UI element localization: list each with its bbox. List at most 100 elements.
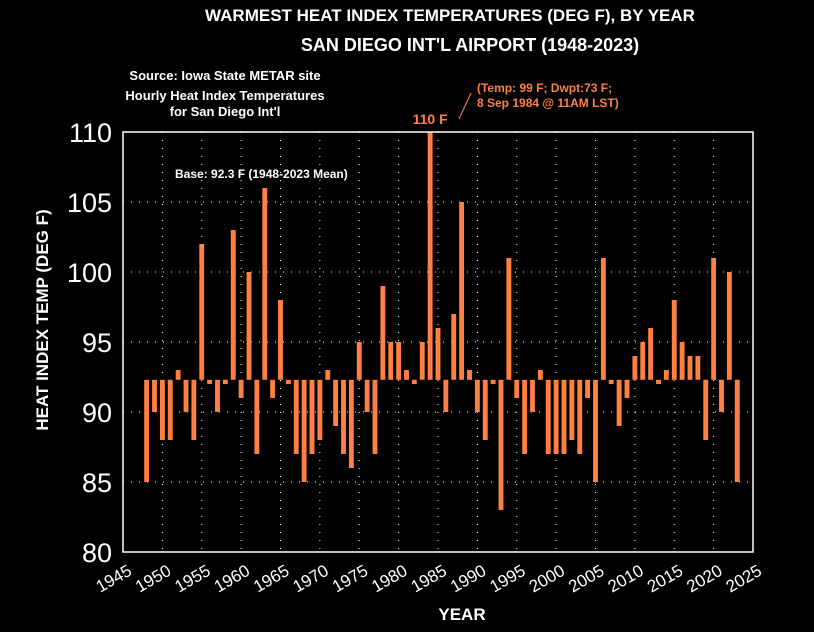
bar-1965 — [278, 300, 283, 380]
bar-1963 — [262, 188, 268, 380]
max-value-label: 110 F — [413, 111, 448, 127]
y-tick-label: 100 — [67, 258, 112, 288]
bar-1960 — [238, 379, 244, 398]
bar-1993 — [498, 379, 504, 510]
annotation-line-1: (Temp: 99 F; Dwpt:73 F; — [477, 81, 612, 95]
x-tick-label: 2000 — [526, 561, 568, 596]
plot-frame — [122, 131, 754, 553]
x-tick-label: 1985 — [408, 561, 450, 596]
source-line-3: for San Diego Int'l — [169, 104, 281, 119]
bar-1972 — [333, 379, 339, 426]
bar-2010 — [632, 356, 638, 380]
x-tick-label: 1950 — [132, 561, 174, 596]
y-tick-label: 105 — [67, 188, 112, 218]
bar-1975 — [356, 342, 362, 380]
bar-1986 — [443, 379, 449, 412]
annotation-leader — [458, 92, 472, 120]
bar-1999 — [545, 379, 551, 454]
bar-1995 — [514, 379, 520, 398]
bar-2020 — [711, 258, 717, 380]
chart-subtitle: SAN DIEGO INT'L AIRPORT (1948-2023) — [300, 35, 640, 55]
bar-1988 — [459, 202, 465, 380]
bar-1989 — [467, 370, 472, 380]
grid-lines — [123, 132, 753, 552]
bar-1974 — [348, 379, 354, 468]
bar-2006 — [600, 258, 606, 380]
bar-2023 — [734, 379, 740, 482]
bar-1987 — [451, 314, 457, 380]
bar-1968 — [301, 379, 307, 482]
bar-1981 — [404, 370, 409, 380]
x-tick-label: 1955 — [171, 561, 213, 596]
bar-1956 — [207, 379, 213, 384]
bar-1966 — [285, 379, 291, 384]
bar-1985 — [435, 328, 441, 380]
bar-2014 — [663, 370, 669, 380]
bar-2007 — [608, 379, 614, 384]
bar-1967 — [293, 379, 299, 454]
bar-2021 — [719, 379, 724, 412]
x-tick-label: 1970 — [290, 561, 332, 596]
bar-2022 — [726, 272, 732, 380]
bar-1971 — [325, 370, 331, 380]
bar-1984 — [427, 132, 433, 380]
bar-1961 — [246, 272, 252, 380]
bar-1950 — [159, 379, 165, 440]
x-tick-label: 1990 — [447, 561, 489, 596]
y-tick-label: 90 — [82, 398, 112, 428]
x-tick-label: 1995 — [486, 561, 528, 596]
bar-2009 — [624, 379, 630, 398]
bar-1990 — [474, 379, 480, 412]
annotation-line-2: 8 Sep 1984 @ 11AM LST) — [477, 96, 619, 110]
bar-1997 — [530, 379, 535, 412]
x-tick-label: 1980 — [368, 561, 410, 596]
bar-1977 — [372, 379, 378, 454]
bar-1962 — [254, 379, 260, 454]
y-tick-label: 80 — [82, 538, 112, 568]
bar-1969 — [309, 379, 315, 454]
source-line-1: Source: Iowa State METAR site — [129, 68, 321, 83]
y-axis-label: HEAT INDEX TEMP (DEG F) — [33, 209, 52, 430]
bar-2015 — [671, 300, 677, 380]
x-tick-label: 2025 — [723, 561, 765, 596]
bar-2005 — [593, 379, 598, 482]
bar-2002 — [569, 379, 575, 440]
bar-1994 — [506, 258, 512, 380]
bar-1996 — [522, 379, 528, 454]
bar-1958 — [222, 379, 228, 384]
x-tick-label: 2015 — [644, 561, 686, 596]
x-tick-label: 1965 — [250, 561, 292, 596]
bar-1970 — [317, 379, 323, 440]
x-tick-label: 1960 — [211, 561, 253, 596]
bar-2001 — [561, 379, 567, 454]
bar-2016 — [679, 342, 685, 380]
bar-1983 — [419, 342, 425, 380]
bar-1991 — [482, 379, 488, 440]
source-line-2: Hourly Heat Index Temperatures — [125, 88, 325, 103]
bar-1949 — [152, 379, 157, 412]
bar-1973 — [341, 379, 346, 454]
bar-2004 — [585, 379, 591, 398]
x-axis-label: YEAR — [438, 605, 485, 624]
y-tick-label: 110 — [69, 118, 112, 148]
bar-1979 — [388, 342, 394, 380]
bar-2019 — [703, 379, 709, 440]
bar-2008 — [616, 379, 622, 426]
y-tick-label: 95 — [82, 328, 112, 358]
bar-2003 — [577, 379, 583, 454]
bar-1964 — [270, 379, 276, 398]
bar-2013 — [656, 379, 661, 384]
bar-2000 — [553, 379, 559, 454]
bar-1959 — [230, 230, 236, 380]
bar-1980 — [396, 342, 402, 380]
bar-1998 — [537, 370, 543, 380]
bar-1957 — [215, 379, 220, 412]
y-tick-label: 85 — [82, 468, 112, 498]
bar-1951 — [167, 379, 173, 440]
x-tick-label: 1975 — [329, 561, 371, 596]
x-tick-labels: 1945195019551960196519701975198019851990… — [93, 561, 765, 596]
bar-2018 — [695, 356, 701, 380]
base-label: Base: 92.3 F (1948-2023 Mean) — [175, 167, 348, 181]
bar-1953 — [183, 379, 189, 412]
